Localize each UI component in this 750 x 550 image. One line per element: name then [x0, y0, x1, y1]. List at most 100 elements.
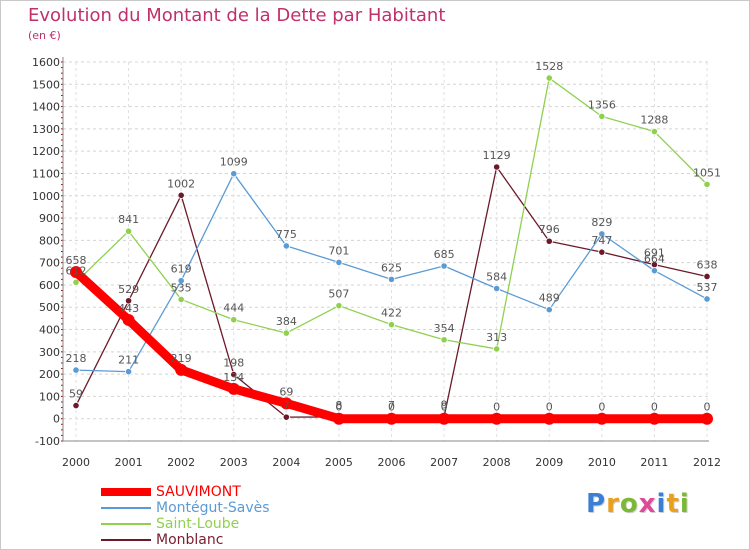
- data-point-3-10: [598, 248, 606, 256]
- data-point-2-3: [230, 316, 238, 324]
- data-point-0-9: [543, 412, 556, 425]
- y-tick-label-14: 1300: [32, 123, 60, 136]
- data-label-1-10: 829: [591, 216, 612, 229]
- data-label-1-0: 218: [66, 352, 87, 365]
- legend-swatch: [101, 523, 151, 525]
- data-point-3-9: [545, 237, 553, 245]
- data-label-3-2: 1002: [167, 177, 195, 190]
- data-label-2-2: 535: [171, 281, 192, 294]
- x-tick-label-9: 2009: [535, 456, 563, 469]
- data-label-0-2: 219: [171, 352, 192, 365]
- data-point-0-10: [595, 412, 608, 425]
- data-label-3-9: 796: [539, 223, 560, 236]
- x-tick-label-3: 2003: [220, 456, 248, 469]
- brand-letter: o: [619, 489, 639, 519]
- data-point-1-0: [72, 366, 80, 374]
- data-point-3-3: [230, 370, 238, 379]
- data-label-2-5: 507: [328, 288, 349, 301]
- data-label-0-3: 134: [223, 371, 244, 384]
- data-label-1-7: 685: [434, 248, 455, 261]
- x-tick-label-4: 2004: [272, 456, 300, 469]
- data-point-1-10: [598, 230, 606, 238]
- x-tick-label-6: 2006: [378, 456, 406, 469]
- y-tick-label-17: 1600: [32, 56, 60, 69]
- data-point-2-1: [124, 227, 133, 235]
- legend-label: Montégut-Savès: [156, 500, 270, 516]
- y-tick-label-10: 900: [39, 212, 60, 225]
- legend-label: SAUVIMONT: [156, 484, 241, 500]
- data-point-2-12: [703, 180, 711, 188]
- x-tick-label-2: 2002: [167, 456, 195, 469]
- chart-title: Evolution du Montant de la Dette par Hab…: [28, 5, 446, 26]
- data-label-0-11: 0: [651, 401, 658, 414]
- data-point-0-5: [332, 412, 345, 425]
- x-tick-label-1: 2001: [115, 456, 143, 469]
- brand-letter: i: [656, 489, 667, 519]
- data-point-2-10: [598, 112, 606, 120]
- y-tick-label-5: 400: [39, 324, 60, 337]
- data-point-0-2: [175, 363, 188, 376]
- brand-letter: r: [606, 489, 620, 519]
- data-point-1-9: [545, 306, 553, 314]
- data-point-2-4: [282, 329, 290, 337]
- data-point-0-8: [490, 412, 503, 425]
- data-label-1-6: 625: [381, 261, 402, 274]
- data-point-0-6: [385, 412, 398, 425]
- data-label-2-7: 354: [434, 322, 455, 335]
- y-tick-label-7: 600: [39, 279, 60, 292]
- brand-letter: i: [679, 489, 690, 519]
- y-tick-label-11: 1000: [32, 190, 60, 203]
- data-label-2-11: 1288: [640, 114, 668, 127]
- y-tick-label-16: 1500: [32, 78, 60, 91]
- x-tick-label-11: 2011: [640, 456, 668, 469]
- data-label-2-10: 1356: [588, 98, 616, 111]
- y-tick-label-15: 1400: [32, 101, 60, 114]
- data-point-1-1: [124, 368, 133, 376]
- data-point-0-7: [438, 412, 451, 425]
- data-label-3-3: 198: [223, 357, 244, 370]
- data-point-1-6: [387, 275, 396, 283]
- data-point-2-5: [335, 302, 343, 310]
- data-label-1-4: 775: [276, 228, 297, 241]
- brand-letter: P: [586, 489, 607, 519]
- data-label-2-4: 384: [276, 315, 297, 328]
- y-tick-label-6: 500: [39, 301, 60, 314]
- x-tick-label-7: 2007: [430, 456, 458, 469]
- data-point-2-8: [493, 345, 501, 353]
- data-label-3-12: 638: [697, 258, 718, 271]
- legend-swatch: [101, 539, 151, 541]
- legend-swatch: [101, 507, 151, 509]
- data-point-1-7: [440, 262, 448, 270]
- data-label-0-7: 0: [441, 401, 448, 414]
- brand-logo: Proxiti: [586, 489, 690, 519]
- data-point-1-2: [177, 277, 185, 285]
- data-point-1-5: [335, 258, 343, 267]
- data-point-0-4: [280, 397, 293, 410]
- data-label-3-0: 59: [69, 388, 83, 401]
- y-tick-label-2: 100: [39, 390, 60, 403]
- data-point-2-0: [72, 278, 80, 286]
- brand-letter: t: [666, 489, 680, 519]
- data-label-3-11: 691: [644, 247, 665, 260]
- y-tick-label-1: 0: [53, 413, 60, 426]
- y-tick-label-13: 1200: [32, 145, 60, 158]
- y-tick-label-12: 1100: [32, 167, 60, 180]
- data-point-2-9: [545, 74, 553, 82]
- brand-letter: x: [638, 489, 657, 519]
- y-tick-label-3: 200: [39, 368, 60, 381]
- data-label-0-0: 658: [66, 254, 87, 267]
- data-label-1-9: 489: [539, 292, 560, 305]
- data-label-2-1: 841: [118, 213, 139, 226]
- data-point-2-2: [177, 295, 185, 304]
- chart-subtitle: (en €): [28, 29, 61, 42]
- data-point-0-1: [122, 313, 135, 326]
- y-tick-label-4: 300: [39, 346, 60, 359]
- data-label-1-5: 701: [328, 244, 349, 257]
- data-label-1-12: 537: [697, 281, 718, 294]
- data-point-3-4: [282, 413, 290, 421]
- data-label-2-3: 444: [223, 302, 244, 315]
- data-label-3-8: 1129: [483, 149, 511, 162]
- data-point-0-0: [70, 266, 82, 279]
- data-label-0-9: 0: [546, 401, 553, 414]
